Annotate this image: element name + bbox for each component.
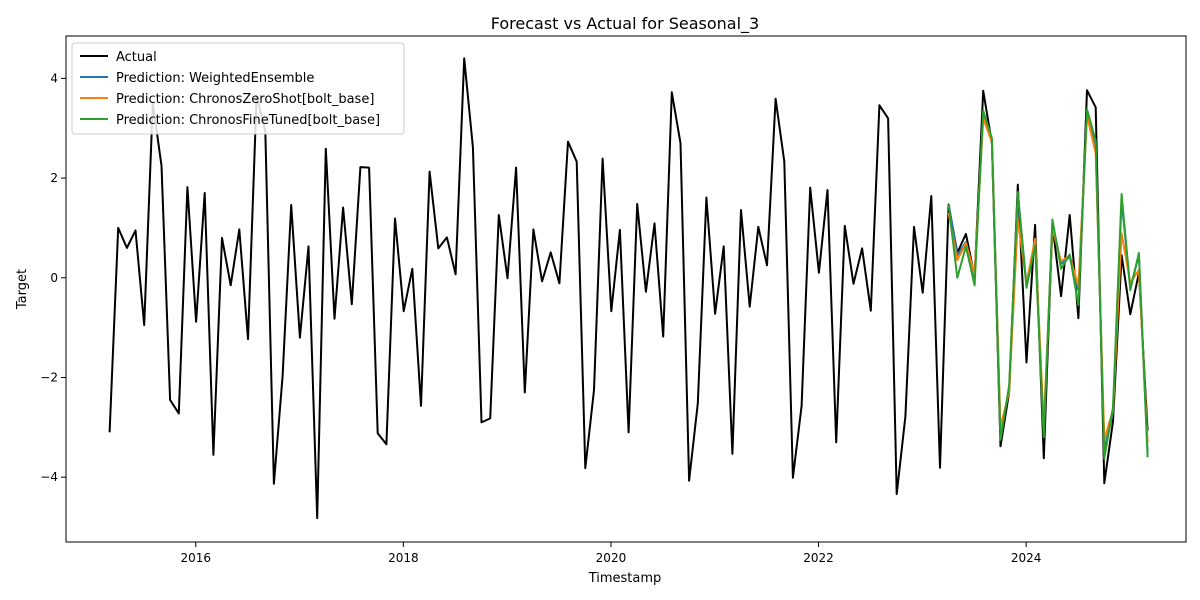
- series-line-3: [947, 108, 1149, 460]
- series-layer: [108, 57, 1149, 520]
- chart-title: Forecast vs Actual for Seasonal_3: [491, 14, 759, 34]
- x-tick-label: 2020: [596, 551, 627, 565]
- y-tick-label: 4: [50, 71, 58, 85]
- y-axis-label: Target: [15, 269, 30, 310]
- y-tick-label: 2: [50, 171, 58, 185]
- x-tick-label: 2022: [803, 551, 834, 565]
- x-tick-label: 2018: [388, 551, 419, 565]
- x-axis: 2016 2018 2020 2022 2024: [180, 542, 1041, 565]
- y-tick-label: −2: [40, 370, 58, 384]
- y-axis: −4 −2 0 2 4: [40, 71, 66, 484]
- plot-frame: [65, 35, 1187, 543]
- legend-label-0: Actual: [116, 50, 157, 65]
- y-tick-label: 0: [50, 271, 58, 285]
- legend-box: [71, 42, 405, 135]
- y-tick-label: −4: [40, 470, 58, 484]
- x-axis-label: Timestamp: [588, 571, 662, 586]
- x-tick-label: 2016: [180, 551, 211, 565]
- legend: Actual Prediction: WeightedEnsemble Predic…: [71, 42, 405, 135]
- legend-label-2: Prediction: ChronosZeroShot[bolt_base]: [116, 92, 374, 107]
- legend-label-1: Prediction: WeightedEnsemble: [116, 71, 314, 86]
- x-tick-label: 2024: [1011, 551, 1042, 565]
- legend-label-3: Prediction: ChronosFineTuned[bolt_base]: [116, 113, 380, 128]
